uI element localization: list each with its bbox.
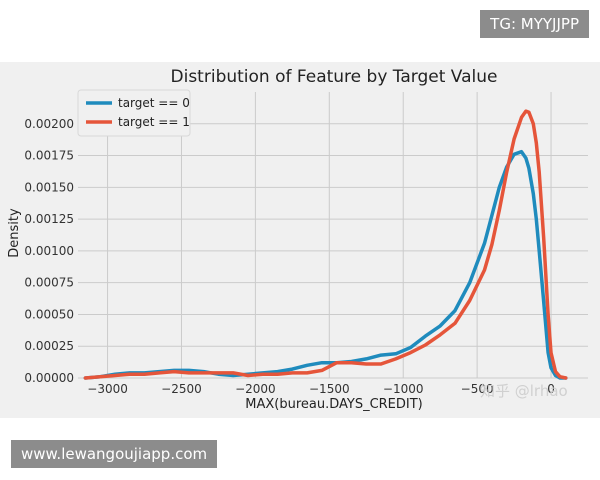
series-line-target-0 (83, 149, 568, 380)
y-tick-label: 0.00200 (24, 117, 74, 131)
y-axis-label: Density (7, 208, 22, 258)
chart-title: Distribution of Feature by Target Value (171, 67, 498, 87)
x-ticks: −3000 −2500 −2000 −1500 −1000 −500 0 (87, 382, 555, 396)
y-ticks: 0.00000 0.00025 0.00050 0.00075 0.00100 0.001… (24, 117, 74, 385)
y-tick-label: 0.00050 (24, 307, 74, 321)
x-tick-label: −1000 (383, 382, 424, 396)
legend-label-target-0: target == 0 (118, 96, 190, 110)
x-tick-label: 0 (547, 382, 555, 396)
y-tick-label: 0.00100 (24, 244, 74, 258)
y-tick-label: 0.00025 (24, 339, 74, 353)
bottom-url-badge: www.lewangoujiapp.com (11, 440, 218, 468)
watermark-text: 知乎 @lrhao (480, 382, 568, 400)
series-lines (83, 109, 568, 380)
y-tick-label: 0.00150 (24, 180, 74, 194)
grid (78, 92, 588, 379)
x-axis-label: MAX(bureau.DAYS_CREDIT) (245, 397, 423, 412)
x-tick-label: −3000 (87, 382, 128, 396)
legend: target == 0 target == 1 (77, 89, 191, 137)
x-tick-label: −1500 (309, 382, 350, 396)
legend-label-target-1: target == 1 (118, 115, 190, 129)
x-tick-label: −2000 (235, 382, 276, 396)
y-tick-label: 0.00075 (24, 276, 74, 290)
y-tick-label: 0.00125 (24, 212, 74, 226)
x-tick-label: −500 (461, 382, 494, 396)
top-badge: TG: MYYJJPP (480, 10, 589, 38)
series-line-target-1 (83, 109, 568, 380)
y-tick-label: 0.00000 (24, 371, 74, 385)
y-tick-label: 0.00175 (24, 149, 74, 163)
x-tick-label: −2500 (161, 382, 202, 396)
